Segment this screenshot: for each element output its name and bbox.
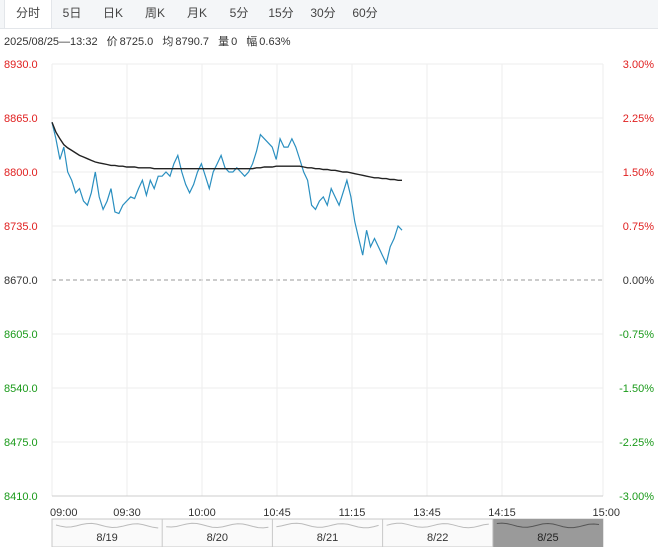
chart-series [51,121,403,266]
navigator-sparkline [386,522,489,529]
datetime-readout: 2025/08/25—13:32 [4,36,98,48]
navigator-sparkline [55,522,159,529]
y-tick-left: 8475.0 [4,437,38,449]
y-tick-right: 1.50% [623,167,654,179]
x-tick-label: 09:30 [113,507,141,519]
y-tick-right: 2.25% [623,113,654,125]
x-tick-label: 10:00 [188,507,216,519]
x-axis: 09:00 09:30 10:00 10:45 11:15 13:45 14:15 15:00 [50,495,620,519]
y-tick-right: -0.75% [619,329,654,341]
average-line [51,121,402,182]
tab-4[interactable]: 月K [186,6,207,20]
y-tick-left: 8930.0 [4,59,38,71]
y-tick-right: -3.00% [619,491,654,503]
navigator-day-label[interactable]: 8/20 [207,532,228,544]
change-value: 0.63% [259,36,291,48]
x-tick-label: 10:45 [263,507,291,519]
y-tick-left: 8865.0 [4,113,38,125]
tab-0[interactable]: 分时 [4,0,52,28]
tab-2[interactable]: 日K [102,6,123,20]
volume-label: 量 [218,36,230,48]
navigator-sparkline [496,522,600,529]
tab-8[interactable]: 60分 [352,6,378,20]
x-tick-label: 14:15 [488,507,516,519]
navigator-day-label[interactable]: 8/22 [427,532,448,544]
navigator-day-label[interactable]: 8/19 [96,532,117,544]
change-label: 幅 [246,36,258,48]
navigator-day-label[interactable]: 8/25 [537,532,558,544]
navigator-day-label[interactable]: 8/21 [317,532,338,544]
y-tick-left: 8410.0 [4,491,38,503]
date-navigator[interactable]: 8/19 8/20 8/21 8/22 8/25 [51,518,604,547]
y-tick-right: 0.75% [623,221,654,233]
navigator-sparkline [166,522,269,529]
y-tick-left: 8605.0 [4,329,38,341]
avg-value: 8790.7 [175,36,210,48]
avg-label: 均 [162,36,174,48]
price-value: 8725.0 [119,36,154,48]
tab-7[interactable]: 30分 [310,6,336,20]
volume-value: 0 [231,36,238,48]
price-label: 价 [106,36,118,48]
y-tick-right: -1.50% [619,383,654,395]
y-tick-left: 8540.0 [4,383,38,395]
period-tabs: 分时 5日 日K 周K 月K 5分 15分 30分 60分 [0,0,658,29]
y-tick-left: 8800.0 [4,167,38,179]
x-tick-label: 11:15 [339,507,366,519]
y-tick-right: 0.00% [623,275,654,287]
y-axis-left: 8930.0 8865.0 8800.0 8735.0 8670.0 8605.0 8540… [4,59,38,503]
price-line [51,122,403,266]
x-tick-label: 09:00 [50,507,78,519]
y-axis-right: 3.00% 2.25% 1.50% 0.75% 0.00% -0.75% -1.50% -2.… [619,59,654,503]
navigator-sparkline [276,522,379,529]
y-tick-right: 3.00% [623,59,654,71]
y-tick-left: 8735.0 [4,221,38,233]
x-tick-label: 15:00 [592,507,620,519]
tab-1[interactable]: 5日 [62,6,82,20]
x-tick-label: 13:45 [413,507,441,519]
chart-grid [51,63,604,497]
tab-6[interactable]: 15分 [268,6,294,20]
tab-5[interactable]: 5分 [229,6,249,20]
y-tick-left: 8670.0 [4,275,38,287]
y-tick-right: -2.25% [619,437,654,449]
tab-3[interactable]: 周K [144,6,165,20]
